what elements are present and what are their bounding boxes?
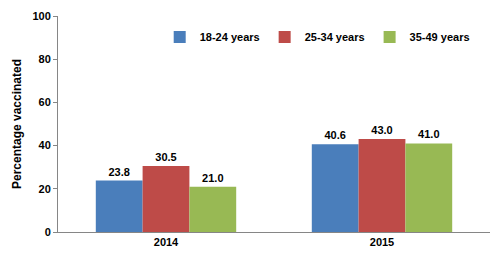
svg-text:2014: 2014 — [154, 236, 179, 248]
svg-text:35-49 years: 35-49 years — [410, 31, 470, 43]
svg-text:60: 60 — [39, 96, 51, 108]
svg-text:30.5: 30.5 — [155, 151, 176, 163]
svg-text:41.0: 41.0 — [418, 128, 439, 140]
svg-text:40: 40 — [39, 139, 51, 151]
svg-text:43.0: 43.0 — [371, 124, 392, 136]
svg-text:80: 80 — [39, 53, 51, 65]
svg-text:Percentage vaccinated: Percentage vaccinated — [10, 59, 24, 189]
svg-text:23.8: 23.8 — [108, 166, 129, 178]
svg-text:18-24 years: 18-24 years — [200, 31, 260, 43]
svg-text:21.0: 21.0 — [202, 172, 223, 184]
svg-text:25-34 years: 25-34 years — [305, 31, 365, 43]
svg-text:0: 0 — [45, 226, 51, 238]
svg-text:100: 100 — [32, 10, 50, 22]
svg-text:20: 20 — [39, 183, 51, 195]
svg-text:2015: 2015 — [370, 236, 394, 248]
svg-text:40.6: 40.6 — [324, 129, 345, 141]
